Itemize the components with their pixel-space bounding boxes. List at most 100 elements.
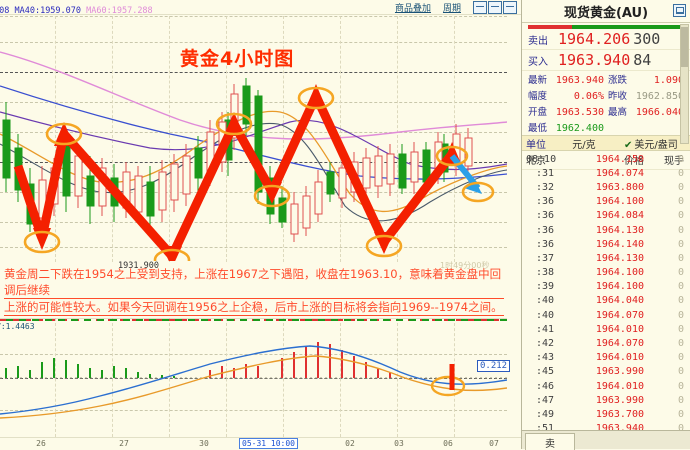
sell-row[interactable]: 卖出 1964.206 300 [522, 29, 690, 50]
macd-highlight-circle [430, 375, 466, 397]
tick-row[interactable]: :37 1964.130 0 [522, 251, 690, 265]
tick-price: 1964.130 [595, 252, 644, 264]
tick-volume: 0 [677, 309, 684, 321]
analysis-note: 黄金周二下跌在1954之上受到支持，上涨在1967之下遇阻，收盘在1963.10… [4, 266, 504, 316]
tick-volume: 0 [677, 210, 684, 222]
stat-cell-open: 开盘 1963.530 [526, 103, 606, 119]
tick-row[interactable]: :41 1964.010 0 [522, 322, 690, 336]
tick-time: :32 [536, 181, 555, 193]
tick-row[interactable]: :49 1963.700 0 [522, 407, 690, 421]
macd-svg [0, 319, 507, 419]
tick-row[interactable]: :46 1964.010 0 [522, 379, 690, 393]
tick-row[interactable]: :47 1963.990 0 [522, 393, 690, 407]
tick-table-header: 北京 价格 现手 [522, 151, 690, 170]
stat-key-prevclose: 昨收 [608, 91, 628, 102]
tick-price: 1964.100 [595, 196, 644, 208]
stat-key-open: 开盘 [528, 107, 548, 118]
tick-row[interactable]: :45 1963.990 0 [522, 365, 690, 379]
quote-scrollbar[interactable] [680, 24, 689, 144]
stat-cell-low: 最低 1962.400 [526, 119, 606, 135]
stat-cell-high: 最高 1966.040 [606, 103, 686, 119]
buy-value-small: 84 [633, 51, 652, 69]
buy-row[interactable]: 买入 1963.940 84 [522, 50, 690, 71]
stat-key-high: 最高 [608, 107, 628, 118]
analysis-note-line-2: 上涨的可能性较大。如果今天回调在1956之上企稳，后市上涨的目标将会指向1969… [4, 300, 504, 316]
tick-row[interactable]: :38 1964.100 0 [522, 266, 690, 280]
x-axis: 26 27 30 31 05-31 10:00 02 03 06 07 [0, 437, 521, 449]
tick-volume: 0 [677, 338, 684, 350]
tick-row[interactable]: :36 1964.140 0 [522, 237, 690, 251]
tick-row[interactable]: :40 1964.070 0 [522, 308, 690, 322]
quote-stats-grid: 最新 1963.940 涨跌 1.090 幅度 0.06% 昨收 1962.85… [522, 71, 690, 135]
tick-time: :36 [536, 196, 555, 208]
quote-tab-bar: 卖 [522, 430, 690, 450]
bar-green-segment [571, 25, 684, 29]
tick-row[interactable]: :42 1964.070 0 [522, 336, 690, 350]
next-btn-icon[interactable] [488, 0, 502, 14]
more-btn-icon[interactable] [503, 0, 517, 14]
prev-btn-icon[interactable] [473, 0, 487, 14]
tick-row[interactable]: :31 1964.074 0 [522, 166, 690, 180]
tick-row[interactable]: :36 1964.100 0 [522, 195, 690, 209]
tick-time: :46 [536, 380, 555, 392]
stat-value-prevclose: 1962.850 [635, 91, 684, 102]
tick-row[interactable]: :32 1963.800 0 [522, 180, 690, 194]
buy-value: 1963.940 [558, 51, 631, 69]
tick-row[interactable]: 08:10 1964.150 0 [522, 152, 690, 166]
tick-time: :38 [536, 267, 555, 279]
bar-red-segment [528, 25, 572, 29]
check-icon: ✔ [624, 139, 633, 151]
tick-volume: 0 [677, 181, 684, 193]
tick-time: 08:10 [526, 153, 557, 165]
stat-cell-latest: 最新 1963.940 [526, 71, 606, 87]
stat-value-percent: 0.06% [573, 91, 604, 102]
ma-line-purple [0, 111, 507, 171]
unit-selector-row[interactable]: 单位 元/克 ✔ 美元/盎司 [522, 135, 690, 151]
tick-price: 1964.150 [595, 153, 644, 165]
unit-label: 单位 [526, 139, 546, 151]
tick-price: 1964.140 [595, 238, 644, 250]
restore-window-icon[interactable] [673, 4, 686, 17]
tick-row[interactable]: :36 1964.084 0 [522, 209, 690, 223]
tick-time: :49 [536, 408, 555, 420]
chart-pane: 商品叠加 周期 608 MA40:1959.070 MA60:1957.288 [0, 0, 521, 449]
tick-volume: 0 [677, 224, 684, 236]
tick-row[interactable]: :36 1964.130 0 [522, 223, 690, 237]
x-tick-0: 26 [36, 439, 46, 448]
sell-value: 1964.206 [558, 30, 631, 48]
tick-volume: 0 [677, 423, 684, 431]
tick-volume: 0 [677, 153, 684, 165]
overlay-link[interactable]: 商品叠加 [394, 3, 431, 14]
scrollbar-thumb[interactable] [681, 27, 688, 67]
chart-watermark: 1时49分00秒 [440, 261, 490, 270]
forecast-arrow-blue [449, 154, 481, 190]
period-link[interactable]: 周期 [442, 3, 461, 14]
stat-value-latest: 1963.940 [555, 75, 604, 86]
tick-row[interactable]: :43 1964.010 0 [522, 351, 690, 365]
tick-time: :37 [536, 252, 555, 264]
low-price-label: 1931.900 [118, 261, 159, 271]
macd-pane[interactable]: V:1.4463 [0, 318, 507, 437]
tick-time: :36 [536, 238, 555, 250]
x-tick-selected[interactable]: 05-31 10:00 [239, 438, 298, 449]
stat-key-change: 涨跌 [608, 75, 628, 86]
tick-time: :43 [536, 352, 555, 364]
col-header-price: 价格 [624, 156, 644, 167]
quote-title-bar: 现货黄金(AU) [522, 0, 690, 23]
tick-list[interactable]: 08:10 1964.150 0:31 1964.074 0:32 1963.800 0:3… [522, 152, 690, 431]
tick-price: 1964.070 [595, 338, 644, 350]
tab-sell[interactable]: 卖 [525, 433, 575, 450]
unit-option-gram[interactable]: 元/克 [572, 139, 596, 151]
tick-volume: 0 [677, 295, 684, 307]
ma-line-grey [0, 122, 507, 222]
tick-volume: 0 [677, 167, 684, 179]
tick-volume: 0 [677, 238, 684, 250]
unit-option-ounce-label: 美元/盎司 [634, 139, 678, 151]
stat-cell-prevclose: 昨收 1962.850 [606, 87, 686, 103]
highlight-circles [23, 86, 495, 261]
macd-value-label: V:1.4463 [0, 322, 35, 331]
tick-row[interactable]: :40 1964.040 0 [522, 294, 690, 308]
unit-option-ounce[interactable]: ✔ 美元/盎司 [616, 136, 686, 151]
tick-row[interactable]: :39 1964.100 0 [522, 280, 690, 294]
tick-row[interactable]: :51 1963.940 0 [522, 422, 690, 431]
